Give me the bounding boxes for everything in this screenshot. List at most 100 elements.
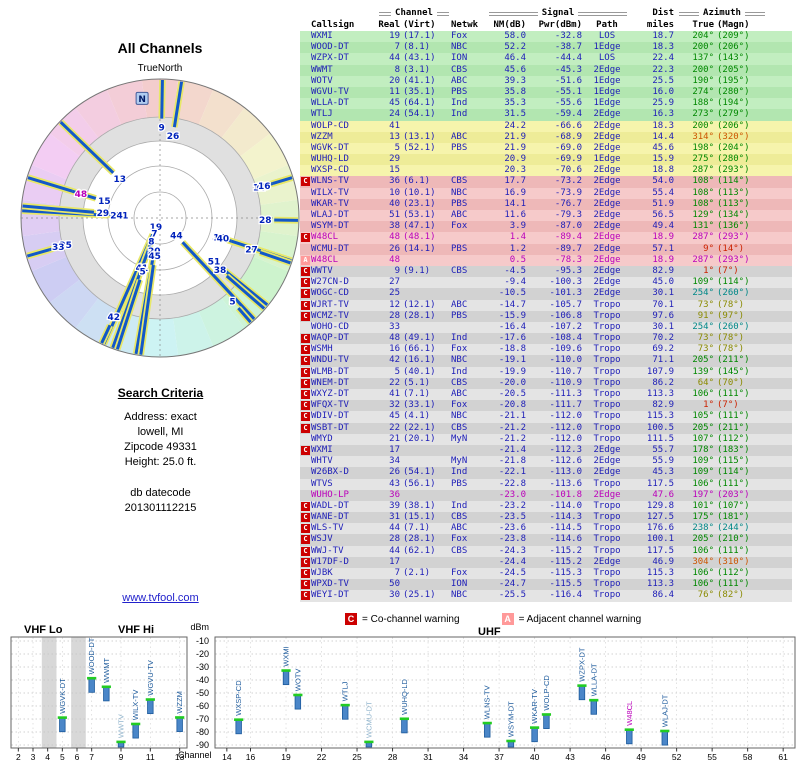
cell-pwr-dbm: -73.2 bbox=[554, 176, 582, 187]
table-row-wuhq-ld[interactable]: WUHQ-LD 29 20.9 -69.9 1Edge 15.9 275° (280°) bbox=[300, 154, 792, 166]
table-row-wnem-dt[interactable]: C WNEM-DT 22 (5.1) CBS -20.0 -110.9 Tropo 86.2 6… bbox=[300, 377, 792, 389]
table-row-wlla-dt[interactable]: WLLA-DT 45 (64.1) Ind 35.3 -55.6 1Edge 25.9 188… bbox=[300, 98, 792, 110]
table-row-wndu-tv[interactable]: C WNDU-TV 42 (16.1) NBC -19.1 -110.0 Tropo 71.1… bbox=[300, 355, 792, 367]
cell-azimuth-true: 205° bbox=[692, 355, 714, 366]
table-row-wgvk-dt[interactable]: WGVK-DT 5 (52.1) PBS 21.9 -69.0 2Edge 45.6 198°… bbox=[300, 142, 792, 155]
table-row-wlaj-dt[interactable]: WLAJ-DT 51 (53.1) ABC 11.6 -79.3 2Edge 56.5 129… bbox=[300, 210, 792, 222]
radar-channel-label-15: 15 bbox=[98, 197, 111, 207]
cell-nm-db: -23.8 bbox=[498, 534, 526, 545]
table-row-w26bx-d[interactable]: W26BX-D 26 (54.1) Ind -22.1 -113.0 2Edge 45.3 1… bbox=[300, 467, 792, 479]
table-row-wpxd-tv[interactable]: C WPXD-TV 50 ION -24.7 -115.5 Tropo 113.3 106° (… bbox=[300, 579, 792, 591]
table-row-wls-tv[interactable]: C WLS-TV 44 (7.1) ABC -23.6 -114.5 Tropo 176.6 2… bbox=[300, 523, 792, 535]
table-row-wsjv[interactable]: C WSJV 28 (28.1) Fox -23.8 -114.6 Tropo 100.1 20… bbox=[300, 534, 792, 546]
table-row-wfqx-tv[interactable]: C WFQX-TV 32 (33.1) Fox -20.8 -111.7 Tropo 82.9… bbox=[300, 400, 792, 412]
table-row-wxyz-dt[interactable]: C WXYZ-DT 41 (7.1) ABC -20.5 -111.3 Tropo 113.3… bbox=[300, 389, 792, 401]
table-row-wzpx-dt[interactable]: WZPX-DT 44 (43.1) ION 46.4 -44.4 LOS 22.4 137° … bbox=[300, 53, 792, 65]
table-row-weyi-dt[interactable]: C WEYI-DT 30 (25.1) NBC -25.5 -116.4 Tropo 86.4… bbox=[300, 590, 792, 602]
cell-warning: C bbox=[300, 232, 311, 243]
table-row-wsym-dt[interactable]: WSYM-DT 38 (47.1) Fox 3.9 -87.0 2Edge 49.4 131°… bbox=[300, 221, 792, 233]
cell-pwr-dbm: -38.7 bbox=[554, 42, 582, 53]
cell-warning: C bbox=[300, 534, 311, 545]
table-row-wsmh[interactable]: C WSMH 16 (66.1) Fox -18.8 -109.6 Tropo 69.2 73°… bbox=[300, 344, 792, 356]
cell-distance-miles: 45.0 bbox=[652, 277, 674, 288]
cell-azimuth-magnetic: (7°) bbox=[717, 400, 739, 411]
table-row-wmyd[interactable]: WMYD 21 (20.1) MyN -21.2 -112.0 Tropo 111.5 107… bbox=[300, 433, 792, 445]
table-row-wogc-cd[interactable]: C WOGC-CD 25 -10.5 -101.3 2Edge 30.1 254° (260°… bbox=[300, 288, 792, 300]
col-pwr: Pwr(dBm) bbox=[538, 20, 582, 30]
signal-cap-wkar-tv bbox=[529, 726, 540, 729]
cell-real-channel: 11 bbox=[389, 86, 400, 97]
cell-real-channel: 22 bbox=[389, 422, 400, 433]
cell-real-channel: 48 bbox=[389, 254, 400, 265]
cell-warning bbox=[300, 165, 311, 176]
dbm-tick-label: -70 bbox=[195, 714, 209, 724]
table-row-wwmt[interactable]: WWMT 8 (3.1) CBS 45.6 -45.3 2Edge 22.3 200° (20… bbox=[300, 64, 792, 76]
table-row-wtvs[interactable]: WTVS 43 (56.1) PBS -22.8 -113.6 Tropo 117.5 106… bbox=[300, 478, 792, 490]
table-row-wadl-dt[interactable]: C WADL-DT 39 (38.1) Ind -23.2 -114.0 Tropo 129.… bbox=[300, 500, 792, 513]
table-row-wuho-lp[interactable]: WUHO-LP 36 -23.0 -101.8 2Edge 47.6 197° (203°) bbox=[300, 489, 792, 501]
cell-callsign: WTVS bbox=[311, 478, 333, 489]
cell-network: Ind bbox=[451, 98, 468, 109]
table-row-wjbk[interactable]: C WJBK 7 (2.1) Fox -24.5 -115.3 Tropo 115.3 106°… bbox=[300, 568, 792, 580]
table-row-wtlj[interactable]: WTLJ 24 (54.1) Ind 31.5 -59.4 2Edge 16.3 273° (… bbox=[300, 109, 792, 121]
table-row-wlmb-dt[interactable]: C WLMB-DT 5 (40.1) Ind -19.9 -110.7 Tropo 107.9… bbox=[300, 366, 792, 378]
cell-distance-miles: 51.9 bbox=[652, 198, 674, 209]
table-row-w17df-d[interactable]: C W17DF-D 17 -24.4 -115.2 2Edge 46.9 304° (310°… bbox=[300, 556, 792, 568]
cell-callsign: WTLJ bbox=[311, 109, 333, 120]
cell-pwr-dbm: -51.6 bbox=[554, 75, 582, 86]
table-row-woho-cd[interactable]: WOHO-CD 33 -16.4 -107.2 Tropo 30.1 254° (260°) bbox=[300, 321, 792, 334]
cell-azimuth-true: 1° bbox=[703, 400, 714, 411]
table-row-wilx-tv[interactable]: WILX-TV 10 (10.1) NBC 16.9 -73.9 2Edge 55.4 108… bbox=[300, 187, 792, 199]
cell-warning: A bbox=[300, 255, 311, 266]
table-column-header: Callsign Real (Virt) Netwk NM(dB) Pwr(dB… bbox=[300, 19, 792, 31]
table-row-wwj-tv[interactable]: C WWJ-TV 44 (62.1) CBS -24.3 -115.2 Tropo 117.5… bbox=[300, 545, 792, 557]
table-row-wcmz-tv[interactable]: C WCMZ-TV 28 (28.1) PBS -15.9 -106.8 Tropo 97.6… bbox=[300, 310, 792, 322]
cell-path: 1Edge bbox=[593, 98, 621, 109]
cell-network bbox=[451, 277, 487, 288]
cell-path: Tropo bbox=[593, 500, 621, 511]
cell-virtual-channel: (66.1) bbox=[403, 344, 436, 355]
table-row-wxmi[interactable]: WXMI 19 (17.1) Fox 58.0 -32.8 LOS 18.7 204° (20… bbox=[300, 31, 792, 43]
cell-network: Ind bbox=[451, 333, 468, 344]
tvfool-link[interactable]: www.tvfool.com bbox=[122, 592, 199, 604]
table-row-w27cn-d[interactable]: C W27CN-D 27 -9.4 -100.3 2Edge 45.0 109° (114°) bbox=[300, 277, 792, 289]
table-row-wsbt-dt[interactable]: C WSBT-DT 22 (22.1) CBS -21.2 -112.0 Tropo 100.… bbox=[300, 422, 792, 434]
table-row-wjrt-tv[interactable]: C WJRT-TV 12 (12.1) ABC -14.7 -105.7 Tropo 70.1… bbox=[300, 299, 792, 311]
cell-nm-db: -18.8 bbox=[498, 344, 526, 355]
uhf-label: UHF bbox=[478, 626, 501, 638]
table-row-w48cl[interactable]: C W48CL 48 (48.1) 1.4 -89.4 2Edge 18.9 287° (29… bbox=[300, 232, 792, 244]
table-row-wzzm[interactable]: WZZM 13 (13.1) ABC 21.9 -68.9 2Edge 14.4 314° (… bbox=[300, 131, 792, 143]
cell-pwr-dbm: -113.0 bbox=[549, 467, 582, 478]
cell-virtual-channel bbox=[403, 121, 451, 132]
cell-real-channel: 28 bbox=[389, 534, 400, 545]
table-row-wane-dt[interactable]: C WANE-DT 31 (15.1) CBS -23.5 -114.3 Tropo 127.… bbox=[300, 512, 792, 524]
cell-warning: C bbox=[300, 445, 311, 456]
cell-callsign: WAQP-DT bbox=[311, 333, 349, 344]
cell-network: Fox bbox=[451, 31, 468, 41]
radar-channel-label-44: 44 bbox=[170, 232, 183, 242]
table-row-waqp-dt[interactable]: C WAQP-DT 48 (49.1) Ind -17.6 -108.4 Tropo 70.2… bbox=[300, 333, 792, 345]
cell-virtual-channel bbox=[403, 255, 451, 266]
table-row-wkar-tv[interactable]: WKAR-TV 40 (23.1) PBS 14.1 -76.7 2Edge 51.9 108… bbox=[300, 198, 792, 210]
cell-azimuth-magnetic: (293°) bbox=[717, 232, 750, 243]
cell-callsign: WANE-DT bbox=[311, 512, 349, 523]
table-row-wcmu-dt[interactable]: WCMU-DT 26 (14.1) PBS 1.2 -89.7 2Edge 57.1 9° (… bbox=[300, 243, 792, 255]
table-row-whtv[interactable]: WHTV 34 MyN -21.8 -112.6 2Edge 55.9 109° (115°) bbox=[300, 456, 792, 468]
table-row-wotv[interactable]: WOTV 20 (41.1) ABC 39.3 -51.6 1Edge 25.5 190° (… bbox=[300, 75, 792, 87]
table-row-wgvu-tv[interactable]: WGVU-TV 11 (35.1) PBS 35.8 -55.1 1Edge 16.0 274… bbox=[300, 86, 792, 99]
table-row-wolp-cd[interactable]: WOLP-CD 41 24.2 -66.6 2Edge 18.3 200° (206°) bbox=[300, 120, 792, 132]
table-row-wxmi[interactable]: C WXMI 17 -21.4 -112.3 2Edge 55.7 178° (183°) bbox=[300, 444, 792, 457]
cell-virtual-channel: (28.1) bbox=[403, 310, 436, 321]
channel-tick-label: 2 bbox=[16, 752, 21, 762]
col-miles: miles bbox=[646, 20, 674, 30]
table-row-wdiv-dt[interactable]: C WDIV-DT 45 (4.1) NBC -21.1 -112.0 Tropo 115.3… bbox=[300, 411, 792, 423]
table-row-wwtv[interactable]: C WWTV 9 (9.1) CBS -4.5 -95.3 2Edge 82.9 1° (7°) bbox=[300, 265, 792, 278]
table-row-w48cl[interactable]: A W48CL 48 0.5 -78.3 2Edge 18.9 287° (293°) bbox=[300, 254, 792, 266]
signal-bar-wtlj bbox=[342, 704, 349, 720]
table-row-wlns-tv[interactable]: C WLNS-TV 36 (6.1) CBS 17.7 -73.2 2Edge 54.0 108… bbox=[300, 176, 792, 188]
signal-cap-wsym-dt bbox=[506, 739, 516, 743]
cell-network bbox=[451, 232, 487, 243]
table-row-wood-dt[interactable]: WOOD-DT 7 (8.1) NBC 52.2 -38.7 1Edge 18.3 200° … bbox=[300, 42, 792, 54]
cell-virtual-channel: (8.1) bbox=[403, 42, 431, 53]
table-row-wxsp-cd[interactable]: WXSP-CD 15 20.3 -70.6 2Edge 18.8 287° (293°) bbox=[300, 165, 792, 177]
